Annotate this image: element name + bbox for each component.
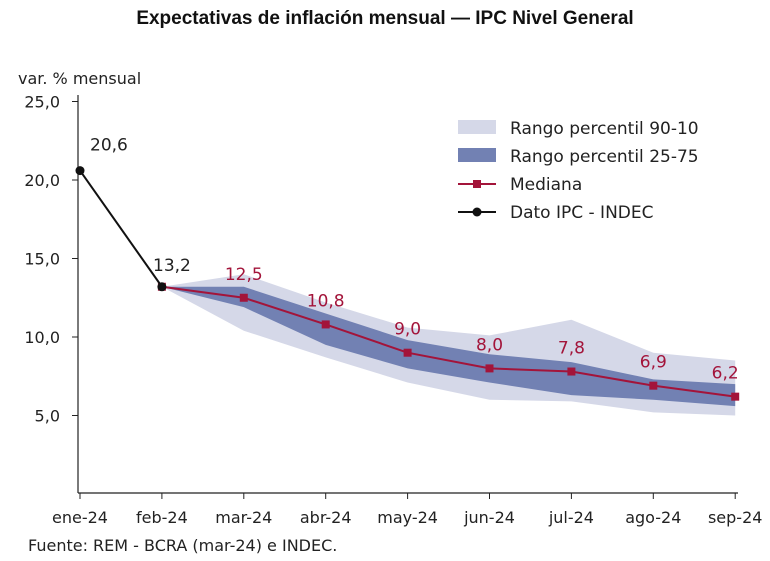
mediana-data-label: 12,5: [225, 265, 263, 285]
y-tick-label: 5,0: [35, 407, 60, 426]
y-tick-label: 15,0: [24, 250, 60, 269]
mediana-data-label: 6,9: [640, 353, 667, 373]
mediana-point: [731, 392, 740, 401]
dato-data-label: 20,6: [90, 136, 128, 156]
mediana-point: [403, 348, 412, 357]
x-tick-label: feb-24: [136, 508, 188, 527]
legend-label: Rango percentil 25-75: [510, 147, 699, 167]
x-tick-label: ene-24: [52, 508, 108, 527]
dato-data-label: 13,2: [153, 256, 191, 276]
band-25-75: [161, 286, 736, 407]
dato-ipc-line: [79, 170, 163, 288]
dato-ipc-point: [157, 282, 167, 292]
chart-title: Expectativas de inflación mensual — IPC …: [136, 8, 634, 29]
legend-label: Dato IPC - INDEC: [510, 203, 654, 223]
y-tick-label: 10,0: [24, 328, 60, 347]
x-tick-label: jul-24: [548, 508, 594, 527]
legend-swatch-25-75: [458, 148, 496, 162]
mediana-data-label: 7,8: [558, 339, 585, 359]
mediana-line: [161, 285, 736, 398]
legend-marker-mediana: [473, 180, 481, 188]
mediana-point: [649, 381, 658, 390]
mediana-data-label: 10,8: [307, 291, 345, 311]
x-tick-label: mar-24: [215, 508, 272, 527]
mediana-data-label: 8,0: [476, 335, 503, 355]
source-note: Fuente: REM - BCRA (mar-24) e INDEC.: [28, 536, 337, 555]
legend-swatch-90-10: [458, 120, 496, 134]
mediana-data-label: 6,2: [712, 364, 739, 384]
mediana-point: [567, 367, 576, 376]
x-tick-label: ago-24: [625, 508, 681, 527]
mediana-point: [239, 293, 248, 302]
dato-ipc-point: [75, 166, 85, 176]
x-tick-label: jun-24: [463, 508, 515, 527]
legend-label: Mediana: [510, 175, 582, 195]
y-tick-label: 20,0: [24, 171, 60, 190]
x-tick-label: may-24: [377, 508, 438, 527]
legend-marker-dato: [472, 207, 482, 217]
x-tick-label: abr-24: [300, 508, 352, 527]
mediana-point: [485, 364, 494, 373]
y-tick-label: 25,0: [24, 93, 60, 112]
y-axis-label: var. % mensual: [18, 69, 141, 88]
legend-label: Rango percentil 90-10: [510, 119, 699, 139]
mediana-point: [321, 320, 330, 329]
x-tick-label: sep-24: [708, 508, 762, 527]
mediana-data-label: 9,0: [394, 320, 421, 340]
